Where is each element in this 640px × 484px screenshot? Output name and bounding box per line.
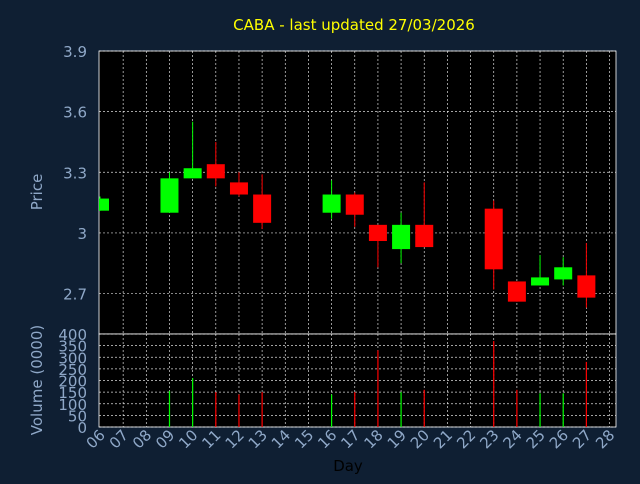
candle-body: [345, 194, 364, 215]
candle-body: [577, 275, 596, 298]
volume-tick-label: 50: [68, 407, 87, 425]
candle-body: [160, 178, 179, 213]
volume-tick-label: 200: [58, 373, 87, 391]
chart-title: CABA - last updated 27/03/2026: [233, 16, 475, 34]
candle-body: [99, 198, 109, 211]
candle-body: [415, 224, 434, 248]
candle-body: [229, 182, 248, 195]
candle-body: [183, 168, 202, 179]
candle-body: [322, 194, 341, 213]
volume-panel-border: [98, 333, 617, 428]
price-panel: 2.7 3 3.3 3.6 3.9: [63, 43, 617, 335]
price-tick-label: 2.7: [63, 286, 87, 304]
candle-body: [531, 277, 550, 286]
candle-body: [554, 267, 573, 280]
volume-axis-label: Volume (0000): [28, 325, 46, 435]
x-axis-ticks: 0607080910111213141516171819202122232425…: [83, 426, 619, 452]
price-tick-label: 3.9: [63, 43, 87, 61]
candle-body: [206, 164, 225, 179]
candle-body: [484, 208, 503, 270]
volume-tick-label: 300: [58, 349, 87, 367]
candle-body: [253, 194, 272, 223]
price-tick-label: 3.6: [63, 104, 87, 122]
volume-tick-label: 400: [58, 326, 87, 344]
volume-tick-label: 350: [58, 338, 87, 356]
price-tick-label: 3.3: [63, 164, 87, 182]
candle-body: [368, 224, 387, 242]
volume-tick-label: 150: [58, 384, 87, 402]
price-tick-label: 3: [77, 225, 87, 243]
x-tick-label: 28: [592, 426, 618, 452]
price-plot-area: [99, 51, 616, 334]
price-axis-label: Price: [28, 174, 46, 211]
candle-body: [392, 224, 411, 250]
volume-tick-label: 100: [58, 396, 87, 414]
volume-tick-label: 250: [58, 361, 87, 379]
volume-tick-label: 0: [77, 419, 87, 437]
x-axis-label: Day: [333, 457, 363, 475]
volume-plot-area: [99, 334, 616, 427]
candle-body: [507, 281, 526, 302]
